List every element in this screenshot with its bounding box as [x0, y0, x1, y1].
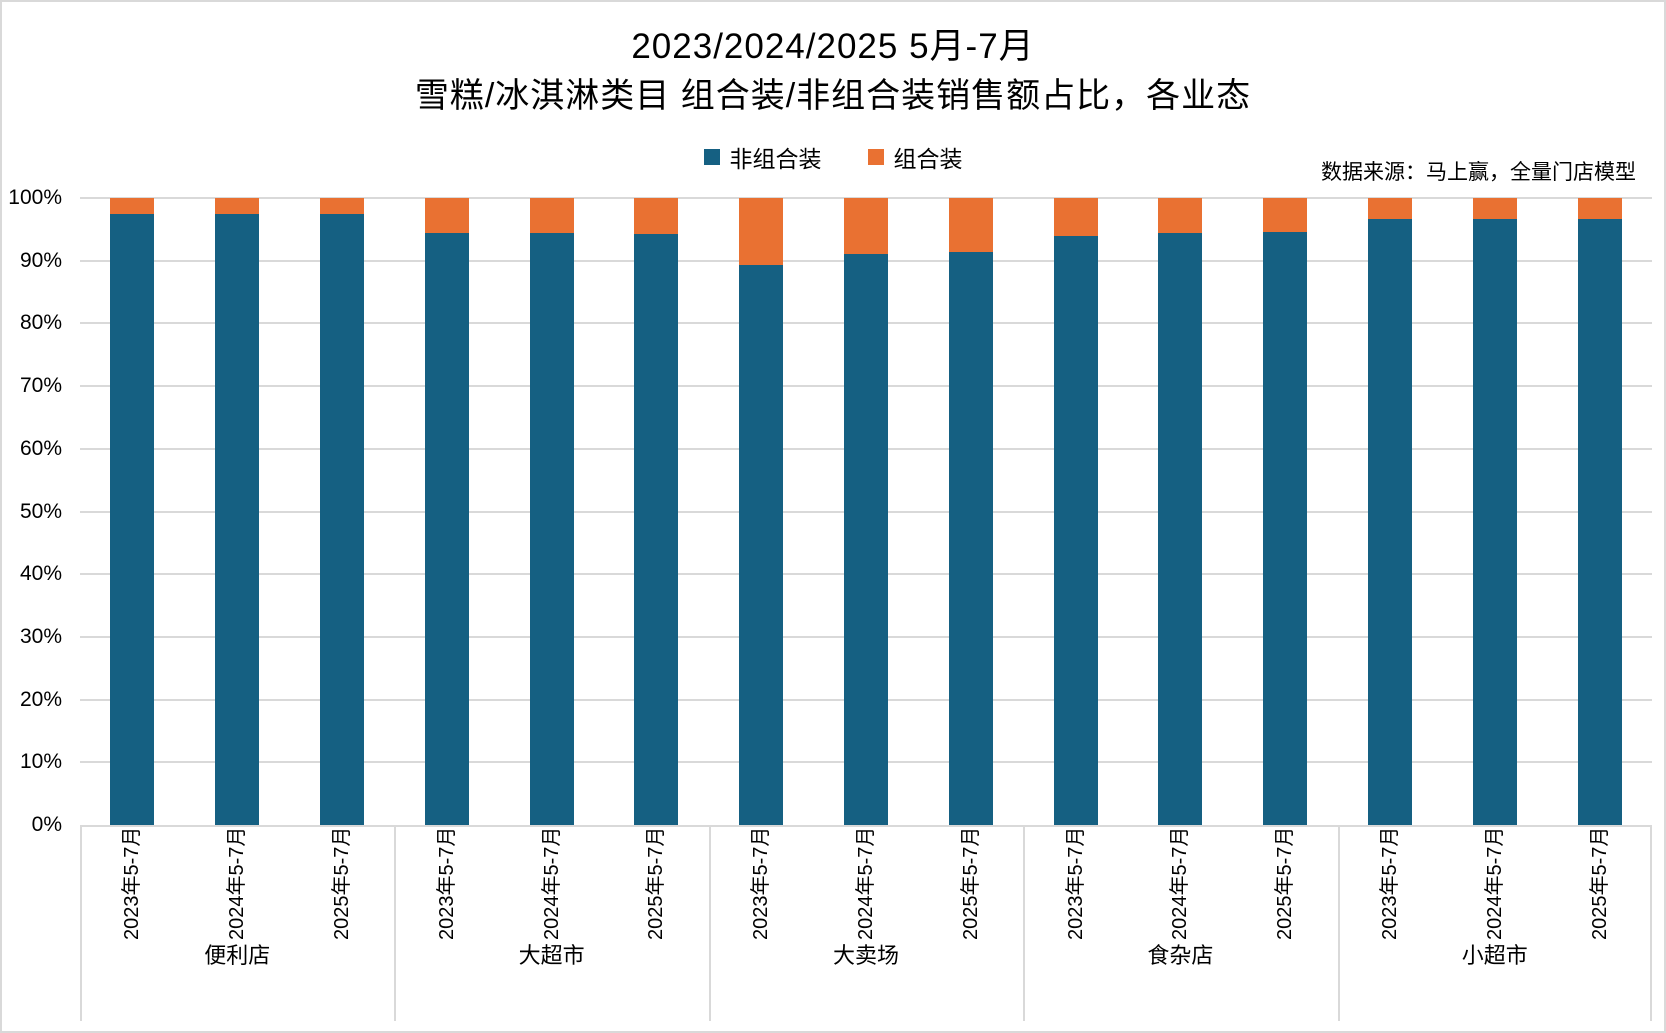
bar-大超市-2025年5-7月 — [634, 198, 679, 825]
y-tick-label-10%: 10% — [19, 750, 62, 774]
y-tick-label-70%: 70% — [19, 374, 62, 398]
x-year-label: 2023年5-7月 — [1379, 826, 1401, 940]
x-group-label-食杂店: 食杂店 — [1147, 943, 1214, 968]
legend-item-组合装: 组合装 — [867, 140, 963, 174]
segment-非组合装 — [110, 213, 155, 825]
bar-小超市-2024年5-7月 — [1472, 198, 1517, 825]
segment-组合装 — [424, 198, 469, 234]
segment-非组合装 — [1158, 233, 1203, 825]
group-divider — [1337, 827, 1340, 1021]
segment-非组合装 — [320, 214, 364, 825]
y-tick-label-20%: 20% — [19, 687, 62, 711]
x-axis-label-area: 2023年5-7月 2024年5-7月 2025年5-7月 2023年5-7月 2024… — [80, 825, 1652, 1021]
legend-label: 非组合装 — [729, 146, 822, 172]
segment-组合装 — [1263, 198, 1308, 232]
bar-便利店-2024年5-7月 — [215, 198, 260, 825]
x-group-label-大超市: 大超市 — [518, 943, 585, 968]
group-divider — [80, 827, 82, 1021]
segment-非组合装 — [1263, 231, 1308, 825]
gridline-100 — [80, 197, 1652, 199]
segment-组合装 — [1053, 198, 1098, 236]
x-group-label-大卖场: 大卖场 — [832, 943, 899, 968]
data-source-note: 数据来源：马上赢，全量门店模型 — [1321, 161, 1636, 184]
x-year-label: 2023年5-7月 — [435, 826, 458, 940]
legend-swatch-icon — [867, 149, 884, 165]
bar-大卖场-2023年5-7月 — [739, 198, 784, 825]
y-tick-label-0%: 0% — [31, 813, 62, 836]
bar-大超市-2023年5-7月 — [424, 198, 469, 825]
x-year-label: 2025年5-7月 — [645, 826, 668, 940]
segment-非组合装 — [424, 233, 469, 825]
segment-组合装 — [739, 198, 784, 266]
segment-非组合装 — [1053, 235, 1098, 825]
segment-非组合装 — [739, 265, 784, 825]
segment-组合装 — [529, 198, 574, 234]
x-year-label: 2025年5-7月 — [1588, 826, 1611, 940]
bar-食杂店-2024年5-7月 — [1158, 198, 1203, 825]
bar-食杂店-2023年5-7月 — [1053, 198, 1098, 825]
chart-subtitle: 雪糕/冰淇淋类目 组合装/非组合装销售额占比，各业态 — [414, 77, 1252, 115]
segment-组合装 — [948, 198, 993, 252]
segment-组合装 — [634, 198, 679, 235]
y-tick-label-100%: 100% — [8, 186, 62, 209]
y-tick-label-30%: 30% — [19, 624, 62, 648]
x-year-label: 2023年5-7月 — [1064, 826, 1087, 940]
chart-title: 2023/2024/2025 5月-7月 — [631, 27, 1035, 66]
x-year-label: 2025年5-7月 — [331, 826, 353, 940]
segment-组合装 — [1577, 198, 1622, 219]
segment-非组合装 — [1577, 218, 1622, 825]
segment-组合装 — [1368, 198, 1412, 219]
group-divider — [1650, 827, 1652, 1021]
legend-item-非组合装: 非组合装 — [703, 140, 822, 174]
x-year-label: 2024年5-7月 — [226, 826, 249, 940]
legend-label: 组合装 — [893, 146, 963, 172]
x-year-label: 2024年5-7月 — [1483, 826, 1506, 940]
bar-小超市-2025年5-7月 — [1577, 198, 1622, 825]
bar-便利店-2023年5-7月 — [110, 198, 155, 825]
segment-组合装 — [320, 198, 364, 215]
chart-legend: 非组合装 组合装 — [2, 140, 1664, 174]
segment-非组合装 — [844, 254, 888, 825]
x-group-label-便利店: 便利店 — [204, 943, 271, 968]
segment-组合装 — [844, 198, 888, 255]
segment-组合装 — [215, 198, 260, 214]
bar-大卖场-2024年5-7月 — [844, 198, 888, 825]
group-divider — [394, 827, 397, 1021]
bar-便利店-2025年5-7月 — [320, 198, 364, 825]
y-tick-label-50%: 50% — [19, 499, 62, 523]
y-tick-label-90%: 90% — [19, 248, 62, 272]
bar-大卖场-2025年5-7月 — [948, 198, 993, 825]
segment-组合装 — [110, 198, 155, 214]
x-year-label: 2023年5-7月 — [121, 826, 144, 940]
x-year-label: 2023年5-7月 — [750, 826, 773, 940]
segment-非组合装 — [1472, 218, 1517, 825]
x-year-label: 2024年5-7月 — [540, 826, 563, 940]
group-divider — [1023, 827, 1026, 1021]
y-tick-label-60%: 60% — [19, 436, 62, 460]
bar-食杂店-2025年5-7月 — [1263, 198, 1308, 825]
y-axis: 0% 10% 20% 30% 40% 50% 60% 70% 80% 90% 100% — [2, 186, 70, 836]
segment-非组合装 — [529, 233, 574, 825]
segment-组合装 — [1472, 198, 1517, 219]
plot-area — [80, 197, 1652, 825]
segment-组合装 — [1158, 198, 1203, 234]
segment-非组合装 — [948, 251, 993, 825]
bar-小超市-2023年5-7月 — [1368, 198, 1412, 825]
x-year-label: 2025年5-7月 — [1274, 826, 1297, 940]
group-divider — [708, 827, 711, 1021]
x-year-label: 2024年5-7月 — [1169, 826, 1192, 940]
x-year-label: 2024年5-7月 — [855, 826, 877, 940]
segment-非组合装 — [215, 213, 260, 825]
bar-大超市-2024年5-7月 — [529, 198, 574, 825]
x-group-label-小超市: 小超市 — [1461, 943, 1528, 968]
x-year-label: 2025年5-7月 — [959, 826, 982, 940]
legend-swatch-icon — [703, 149, 720, 165]
y-tick-label-40%: 40% — [19, 562, 62, 586]
segment-非组合装 — [1368, 218, 1412, 825]
y-tick-label-80%: 80% — [19, 311, 62, 335]
segment-非组合装 — [634, 234, 679, 825]
